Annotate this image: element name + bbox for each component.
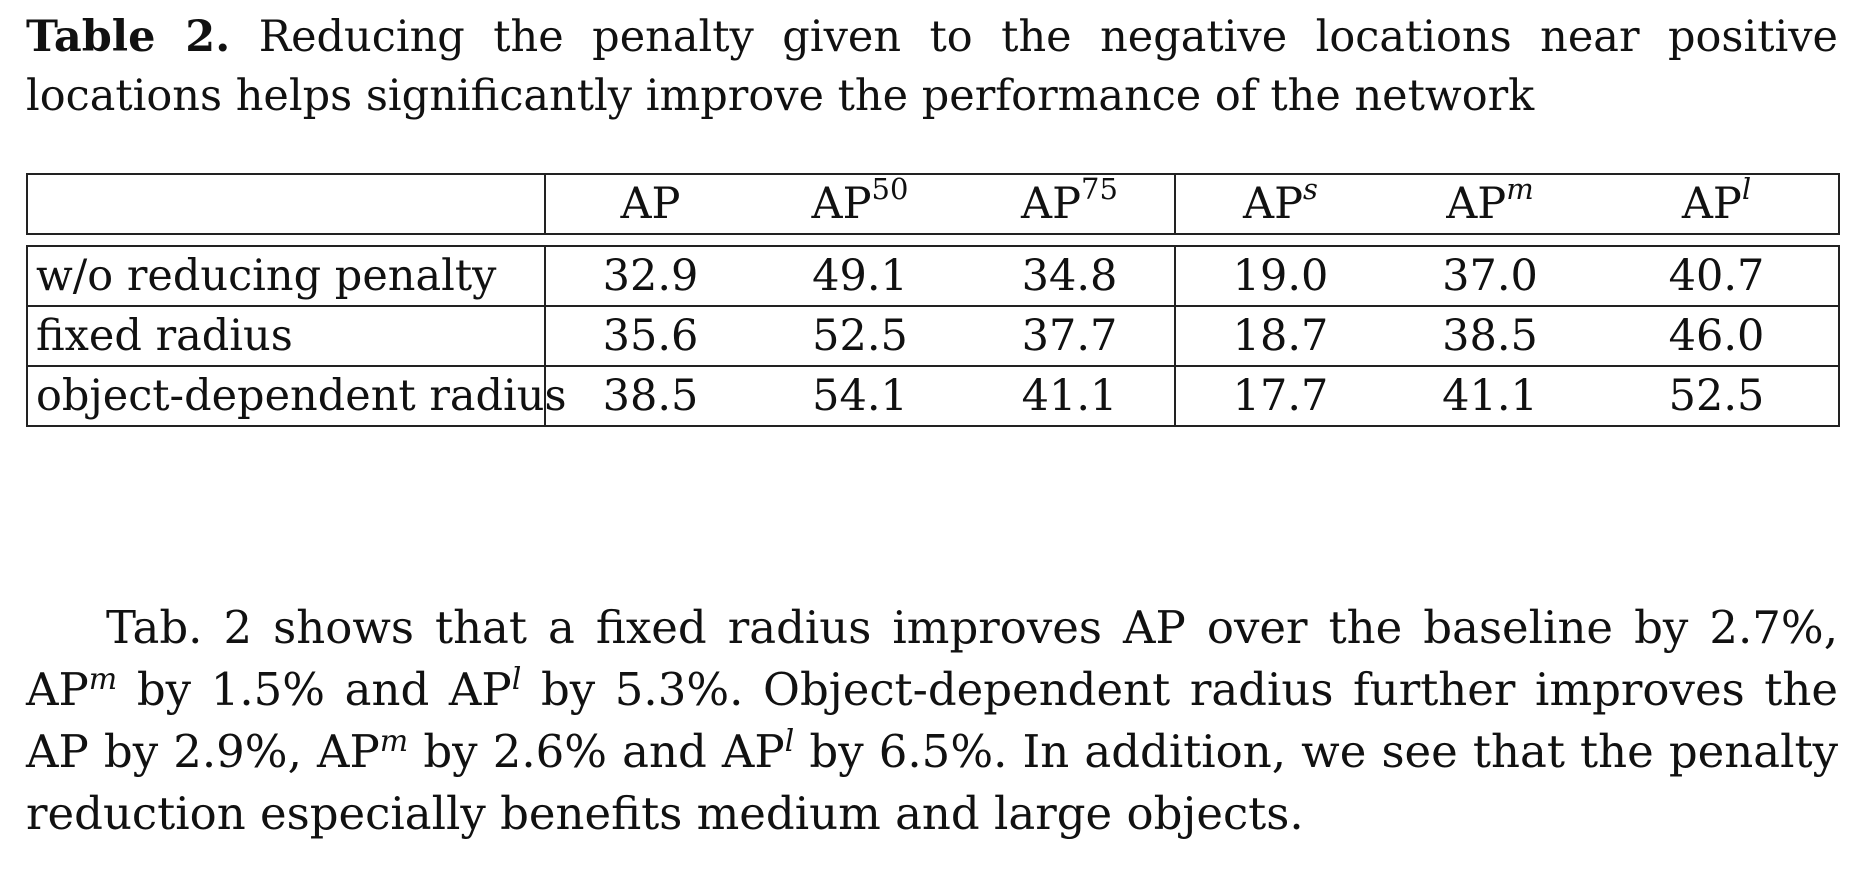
cell-value: 49.1	[755, 245, 965, 307]
row-label: w/o reducing penalty	[26, 245, 546, 307]
table-caption: Table 2. Reducing the penalty given to t…	[26, 8, 1838, 126]
paragraph-text: Tab. 2 shows that a fixed radius improve…	[26, 601, 1838, 716]
cell-value: 35.6	[544, 305, 755, 367]
table-row: object-dependent radius 38.5 54.1 41.1 1…	[26, 365, 1840, 427]
cell-value: 52.5	[1595, 365, 1840, 427]
cell-value: 46.0	[1595, 305, 1840, 367]
paragraph-text: by 5.3%. Object-dependent radius further…	[26, 663, 1838, 778]
cell-value: 40.7	[1595, 245, 1840, 307]
column-header-ap75: AP75	[965, 173, 1176, 235]
table-row: w/o reducing penalty 32.9 49.1 34.8 19.0…	[26, 245, 1840, 307]
superscript: m	[88, 662, 118, 697]
column-header-ap: AP	[544, 173, 755, 235]
paragraph-text: by 6.5%. In addition, we see that the pe…	[26, 725, 1838, 840]
column-header-apm: APm	[1385, 173, 1595, 235]
table-gap-row	[27, 233, 1839, 247]
column-header-apl: APl	[1595, 173, 1840, 235]
row-label: fixed radius	[26, 305, 546, 367]
cell-value: 38.5	[1385, 305, 1595, 367]
results-table: AP AP50 AP75 APs APm APl w/o reducing pe…	[26, 173, 1840, 427]
cell-value: 19.0	[1174, 245, 1385, 307]
body-paragraph: Tab. 2 shows that a fixed radius improve…	[26, 597, 1838, 845]
cell-value: 41.1	[965, 365, 1176, 427]
header-empty-cell	[26, 173, 546, 235]
cell-value: 41.1	[1385, 365, 1595, 427]
cell-value: 37.7	[965, 305, 1176, 367]
row-label: object-dependent radius	[26, 365, 567, 427]
column-header-ap50: AP50	[755, 173, 965, 235]
column-header-aps: APs	[1174, 173, 1385, 235]
cell-value: 18.7	[1174, 305, 1385, 367]
superscript: l	[784, 724, 795, 759]
cell-value: 32.9	[544, 245, 755, 307]
caption-label: Table 2.	[26, 12, 231, 62]
paragraph-text: by 2.6% and AP	[408, 725, 785, 778]
cell-value: 34.8	[965, 245, 1176, 307]
table-row: fixed radius 35.6 52.5 37.7 18.7 38.5 46…	[26, 305, 1840, 367]
cell-value: 38.5	[544, 365, 755, 427]
caption-text: Reducing the penalty given to the negati…	[26, 12, 1838, 121]
paragraph-text: by 1.5% and AP	[117, 663, 512, 716]
superscript: m	[379, 724, 409, 759]
cell-value: 52.5	[755, 305, 965, 367]
table-header-row: AP AP50 AP75 APs APm APl	[26, 173, 1840, 235]
superscript: l	[511, 662, 522, 697]
cell-value: 37.0	[1385, 245, 1595, 307]
cell-value: 17.7	[1174, 365, 1385, 427]
cell-value: 54.1	[755, 365, 965, 427]
results-table-container: AP AP50 AP75 APs APm APl w/o reducing pe…	[26, 173, 1840, 427]
